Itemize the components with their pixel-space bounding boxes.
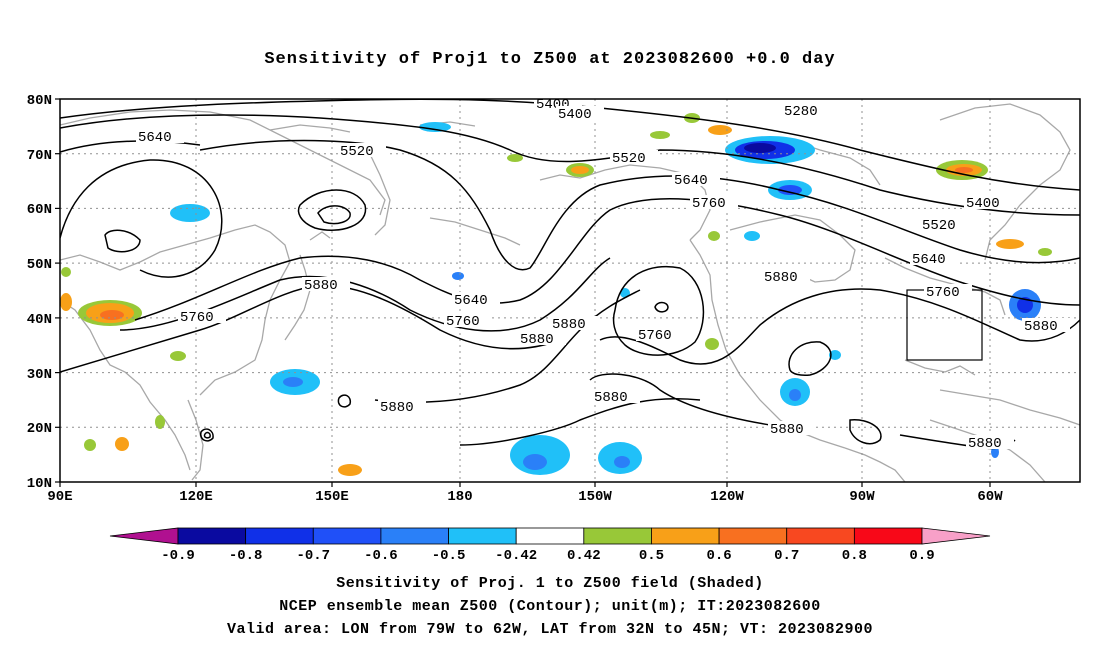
chart-title: Sensitivity of Proj1 to Z500 at 20230826… — [264, 50, 836, 69]
contour-label: 5760 — [180, 310, 214, 326]
contour-label: 5880 — [770, 422, 804, 438]
contour-label: 5880 — [594, 390, 628, 406]
contour-label: 5640 — [138, 130, 172, 146]
lat-tick-label: 70N — [27, 148, 52, 164]
colorbar-segment — [718, 527, 788, 545]
colorbar-label: 0.5 — [639, 548, 664, 564]
contour-label: 5400 — [966, 196, 1000, 212]
contour-label: 5640 — [912, 252, 946, 268]
lat-tick-label: 60N — [27, 202, 52, 218]
colorbar-segment — [245, 527, 314, 545]
caption-line-3: Valid area: LON from 79W to 62W, LAT fro… — [226, 621, 874, 638]
lon-tick-label: 120E — [179, 489, 213, 505]
lon-tick-label: 90W — [849, 489, 875, 505]
colorbar-label: 0.6 — [706, 548, 731, 564]
colorbar-segment — [651, 527, 720, 545]
contour-label: 5520 — [340, 144, 374, 160]
lon-tick-label: 90E — [47, 489, 72, 505]
caption-line-2: NCEP ensemble mean Z500 (Contour); unit(… — [279, 598, 821, 615]
contour-label: 5760 — [926, 285, 960, 301]
lat-tick-label: 50N — [27, 257, 52, 273]
colorbar: -0.9 -0.8 -0.7 -0.6 -0.5 -0.42 0.42 0.5 0.6 0.7 0.… — [109, 527, 991, 564]
contour-label: 5520 — [612, 151, 646, 167]
colorbar-label: -0.9 — [161, 548, 195, 564]
contour-label: 5880 — [552, 317, 586, 333]
contour-label: 5760 — [638, 328, 672, 344]
lon-tick-label: 150W — [578, 489, 612, 505]
colorbar-label: -0.5 — [432, 548, 466, 564]
contour-label: 5520 — [922, 218, 956, 234]
colorbar-label: 0.42 — [567, 548, 601, 564]
colorbar-label: 0.8 — [842, 548, 867, 564]
lon-tick-label: 120W — [710, 489, 744, 505]
lon-tick-label: 150E — [315, 489, 349, 505]
colorbar-right-extension — [921, 527, 991, 545]
colorbar-label: -0.8 — [229, 548, 263, 564]
contour-label: 5880 — [1024, 319, 1058, 335]
lon-tick-label: 60W — [977, 489, 1003, 505]
contour-label: 5400 — [558, 107, 592, 123]
contour-label: 5640 — [454, 293, 488, 309]
colorbar-left-extension — [109, 527, 179, 545]
lat-tick-label: 20N — [27, 421, 52, 437]
colorbar-segment — [853, 527, 923, 545]
lat-tick-label: 30N — [27, 367, 52, 383]
contour-labels: 5400 5400 5400 5280 5640 5640 5640 5640 … — [136, 96, 1070, 452]
lon-tick-label: 180 — [447, 489, 472, 505]
colorbar-label: -0.6 — [364, 548, 398, 564]
caption-line-1: Sensitivity of Proj. 1 to Z500 field (Sh… — [336, 575, 764, 592]
plot-frame — [59, 98, 1081, 483]
colorbar-segment — [786, 527, 855, 545]
coastlines — [60, 103, 1080, 482]
contour-label: 5880 — [304, 278, 338, 294]
contour-label: 5280 — [784, 104, 818, 120]
contour-label: 5880 — [380, 400, 414, 416]
colorbar-label: 0.9 — [909, 548, 934, 564]
contour-label: 5760 — [446, 314, 480, 330]
colorbar-label: -0.7 — [296, 548, 330, 564]
lat-tick-label: 10N — [27, 476, 52, 492]
colorbar-segment — [515, 527, 585, 545]
colorbar-segment — [312, 527, 382, 545]
colorbar-segment — [583, 527, 652, 545]
colorbar-segment — [380, 527, 449, 545]
colorbar-segment — [177, 527, 247, 545]
colorbar-segment — [448, 527, 517, 545]
colorbar-label: 0.7 — [774, 548, 799, 564]
contour-label: 5880 — [520, 332, 554, 348]
contour-label: 5880 — [968, 436, 1002, 452]
colorbar-label: -0.42 — [495, 548, 537, 564]
contour-label: 5760 — [692, 196, 726, 212]
tick-marks — [55, 98, 991, 487]
z500-contours — [60, 99, 1080, 450]
contour-label: 5880 — [764, 270, 798, 286]
lat-tick-label: 80N — [27, 93, 52, 109]
lat-tick-label: 40N — [27, 312, 52, 328]
contour-label: 5640 — [674, 173, 708, 189]
